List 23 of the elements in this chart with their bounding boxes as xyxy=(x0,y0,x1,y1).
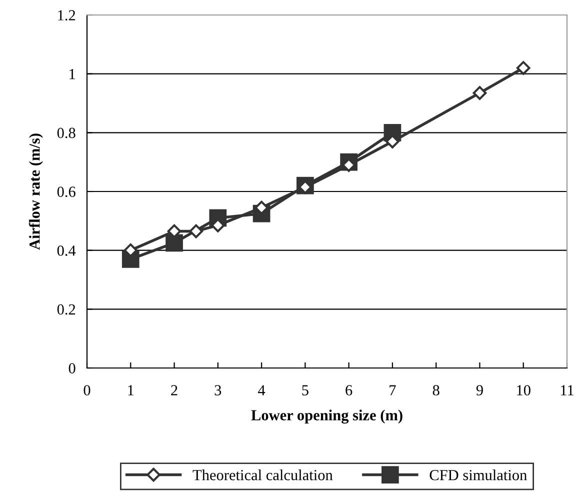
y-tick-label: 0.2 xyxy=(57,304,76,315)
x-tick-label: 8 xyxy=(432,385,440,396)
x-tick-label: 0 xyxy=(84,385,90,396)
legend-label: Theoretical calculation xyxy=(192,470,333,480)
y-axis-title: Airflow rate (m/s) xyxy=(28,134,43,250)
x-tick-label: 1 xyxy=(128,385,134,396)
x-axis-title: Lower opening size (m) xyxy=(251,410,402,424)
x-tick-label: 2 xyxy=(171,385,178,396)
x-tick-label: 10 xyxy=(517,385,530,396)
x-tick-label: 5 xyxy=(302,385,308,396)
x-tick-label: 3 xyxy=(214,385,222,396)
y-tick-label: 0.4 xyxy=(57,245,76,256)
y-tick-label: 0.8 xyxy=(57,128,76,138)
x-tick-label: 11 xyxy=(560,385,574,396)
x-tick-label: 4 xyxy=(258,385,266,396)
y-tick-label: 0.6 xyxy=(57,186,76,198)
y-tick-label: 1 xyxy=(70,69,75,80)
x-tick-label: 7 xyxy=(390,385,396,396)
y-tick-label: 1.2 xyxy=(58,10,76,21)
x-tick-label: 9 xyxy=(476,385,483,396)
y-tick-label: 0 xyxy=(68,363,76,374)
legend-label: CFD simulation xyxy=(430,470,527,480)
x-tick-label: 6 xyxy=(346,385,352,396)
